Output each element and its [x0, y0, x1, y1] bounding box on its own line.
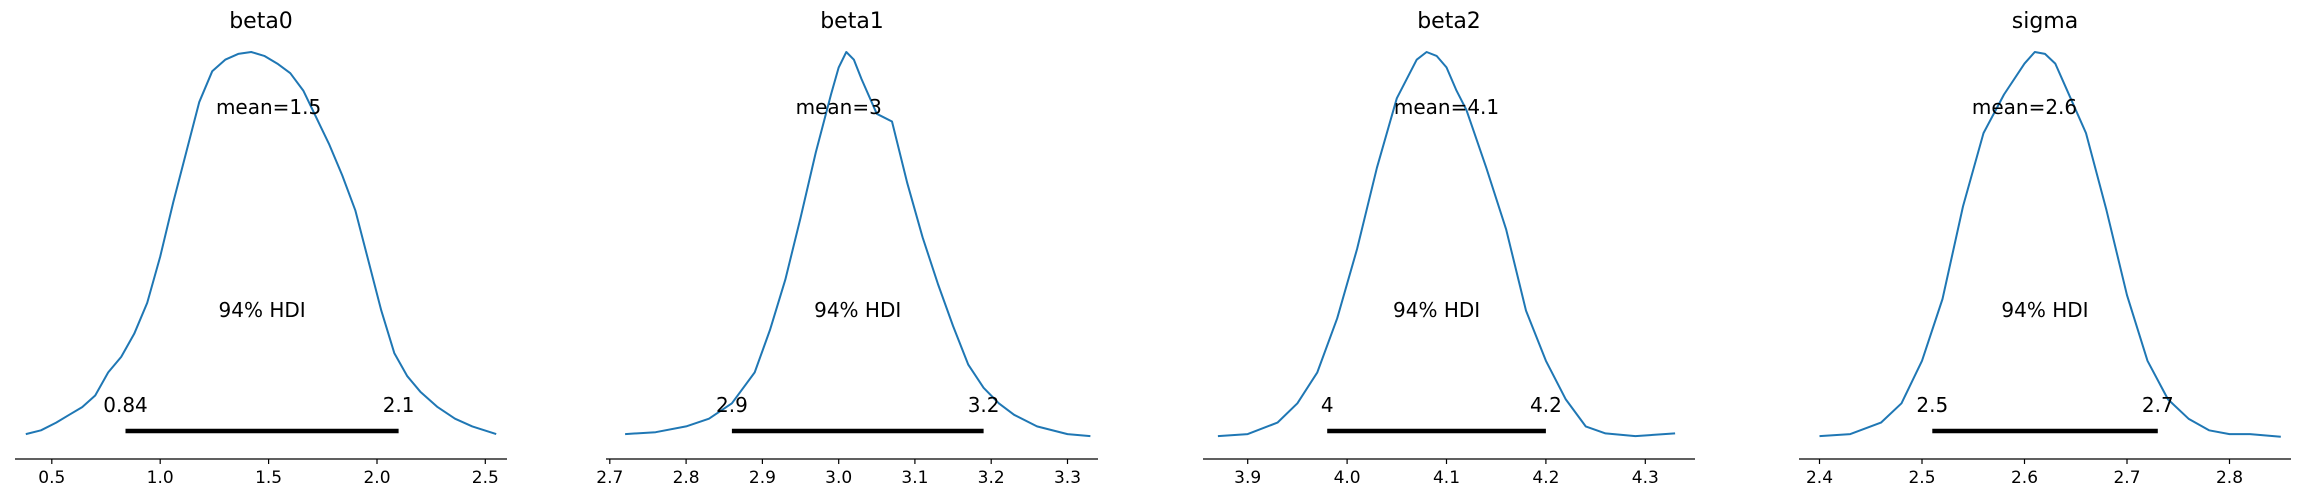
mean-label: mean=3 — [796, 95, 882, 119]
hdi-high-label: 4.2 — [1530, 393, 1562, 417]
hdi-label: 94% HDI — [2001, 298, 2088, 322]
density-curve — [1819, 51, 2281, 438]
x-tick-label: 2.5 — [472, 468, 499, 488]
x-tick-label: 2.9 — [749, 468, 776, 488]
x-tick-label: 3.3 — [1054, 468, 1081, 488]
hdi-low-label: 4 — [1321, 393, 1334, 417]
x-tick-label: 4.1 — [1433, 468, 1460, 488]
x-tick-label: 2.6 — [2011, 468, 2038, 488]
x-tick-label: 4.3 — [1632, 468, 1659, 488]
panel-beta0: beta0 mean=1.5 94% HDI 0.84 2.1 0.5 1.0 1.5 2.0 2… — [15, 9, 507, 488]
x-tick-label: 2.7 — [2113, 468, 2140, 488]
x-tick-label: 2.4 — [1806, 468, 1833, 488]
x-tick-label: 2.8 — [673, 468, 700, 488]
panel-beta2: beta2 mean=4.1 94% HDI 4 4.2 3.9 4.0 4.1 4.2 4.3 — [1203, 9, 1695, 488]
x-tick-label: 3.0 — [825, 468, 852, 488]
density-curve — [1217, 51, 1676, 438]
x-tick-label: 4.2 — [1532, 468, 1559, 488]
x-tick-label: 2.7 — [596, 468, 623, 488]
x-tick-label: 1.0 — [147, 468, 174, 488]
x-tick-label: 3.1 — [901, 468, 928, 488]
x-tick-label: 4.0 — [1334, 468, 1361, 488]
hdi-high-label: 3.2 — [968, 393, 1000, 417]
hdi-high-label: 2.7 — [2142, 393, 2174, 417]
x-tick-label: 2.0 — [363, 468, 390, 488]
x-tick-label: 3.2 — [978, 468, 1005, 488]
panel-title: beta2 — [1417, 9, 1481, 34]
density-curve — [25, 51, 497, 436]
mean-label: mean=2.6 — [1972, 95, 2077, 119]
x-tick-label: 1.5 — [255, 468, 282, 488]
hdi-low-label: 0.84 — [103, 393, 148, 417]
x-tick-label: 2.8 — [2216, 468, 2243, 488]
x-tick-label: 3.9 — [1234, 468, 1261, 488]
hdi-high-label: 2.1 — [383, 393, 415, 417]
mean-label: mean=4.1 — [1394, 95, 1499, 119]
hdi-label: 94% HDI — [814, 298, 901, 322]
hdi-low-label: 2.5 — [1916, 393, 1948, 417]
hdi-label: 94% HDI — [1393, 298, 1480, 322]
panel-sigma: sigma mean=2.6 94% HDI 2.5 2.7 2.4 2.5 2.6 2.7 2.… — [1799, 9, 2291, 488]
hdi-label: 94% HDI — [219, 298, 306, 322]
panel-title: beta1 — [820, 9, 884, 34]
panel-title: sigma — [2012, 9, 2078, 34]
x-tick-label: 2.5 — [1908, 468, 1935, 488]
x-tick-label: 0.5 — [38, 468, 65, 488]
hdi-low-label: 2.9 — [716, 393, 748, 417]
panel-beta1: beta1 mean=3 94% HDI 2.9 3.2 2.7 2.8 2.9 3.0 3.1 3… — [596, 9, 1098, 488]
panel-title: beta0 — [229, 9, 293, 34]
density-curve — [625, 51, 1091, 438]
mean-label: mean=1.5 — [216, 95, 321, 119]
